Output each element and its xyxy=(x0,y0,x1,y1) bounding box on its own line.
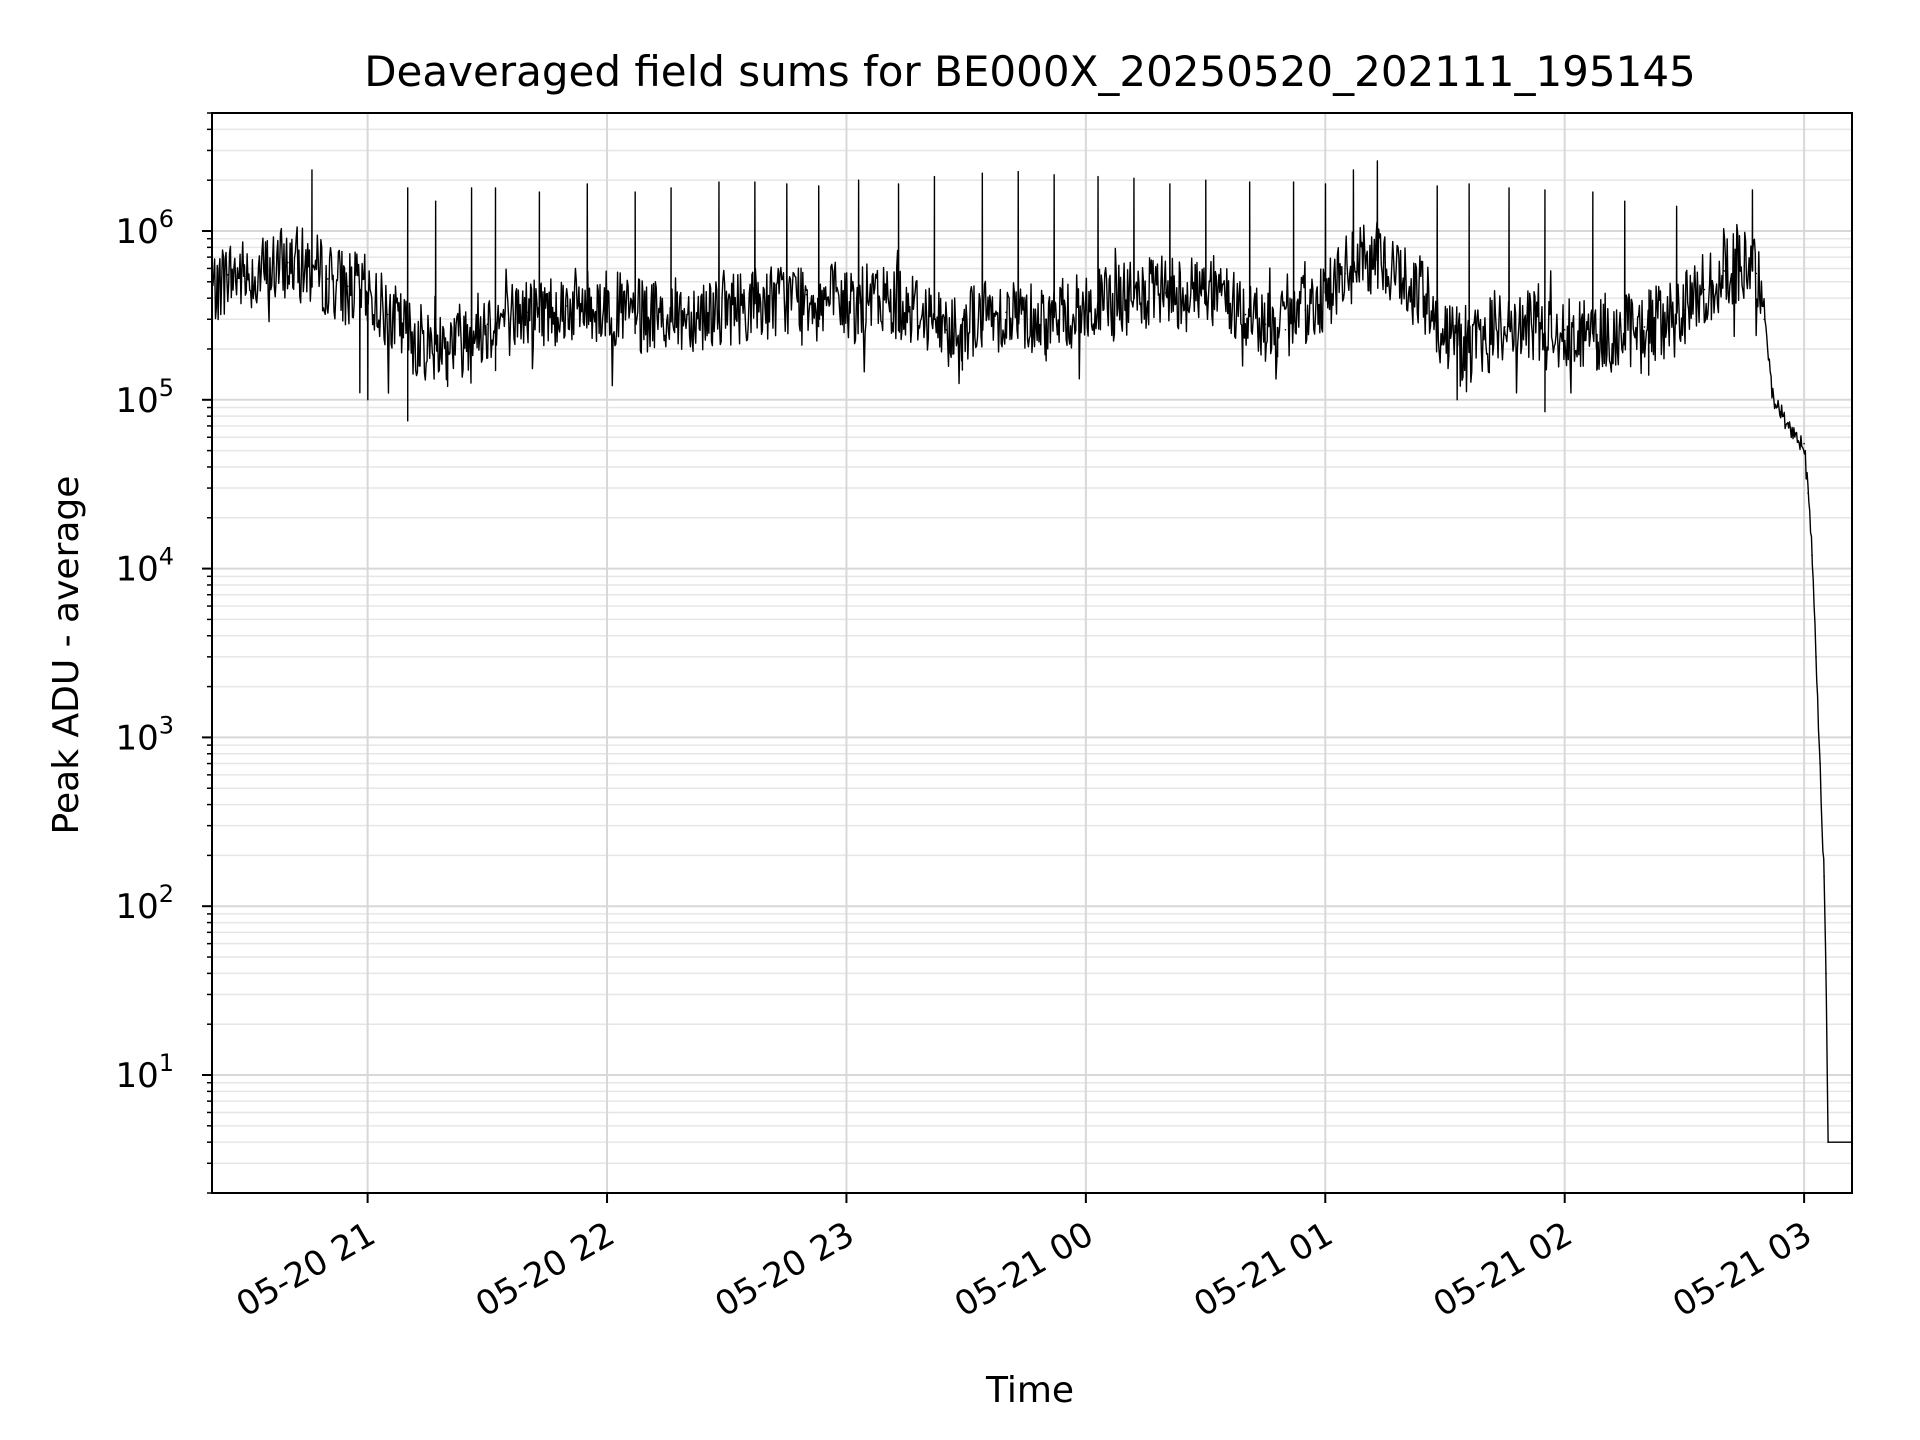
series-point xyxy=(1464,355,1466,358)
series-point xyxy=(925,311,928,314)
series-point xyxy=(1823,875,1825,878)
y-tick-label: 102 xyxy=(115,880,174,927)
series-point xyxy=(1543,331,1546,334)
series-point xyxy=(1444,328,1446,331)
series-point xyxy=(366,292,369,294)
series-point xyxy=(945,328,948,331)
series-point xyxy=(1779,410,1781,413)
series-point xyxy=(247,274,249,276)
series-point xyxy=(845,305,848,307)
series-point xyxy=(1807,492,1809,494)
series-point xyxy=(1803,442,1805,445)
series-point xyxy=(1284,328,1287,331)
series-point xyxy=(1815,656,1817,658)
series-point xyxy=(1771,392,1773,394)
y-tick-exponent: 5 xyxy=(159,374,174,402)
series-point xyxy=(526,311,529,314)
series-point xyxy=(1085,309,1087,311)
series-point xyxy=(1264,323,1267,326)
y-tick-base: 10 xyxy=(115,381,158,421)
series-point xyxy=(1204,288,1207,291)
series-layer xyxy=(211,160,1853,1143)
y-tick-label: 103 xyxy=(115,711,174,758)
series-point xyxy=(466,331,469,334)
series-point xyxy=(1244,313,1247,316)
y-tick-base: 10 xyxy=(115,550,158,590)
series-point xyxy=(1743,265,1746,267)
y-axis-label: Peak ADU - average xyxy=(46,476,87,835)
y-tick-base: 10 xyxy=(115,1056,158,1096)
y-tick-exponent: 4 xyxy=(159,543,174,571)
series-point xyxy=(1344,272,1347,275)
series-point xyxy=(1791,430,1793,433)
y-tick-exponent: 6 xyxy=(159,205,174,233)
y-tick-base: 10 xyxy=(115,718,158,758)
series-point xyxy=(1755,272,1758,275)
x-axis-label: Time xyxy=(985,1370,1074,1411)
series-point xyxy=(606,305,608,307)
series-point xyxy=(386,313,389,316)
y-tick-exponent: 3 xyxy=(159,711,174,739)
series-point xyxy=(566,305,568,307)
series-point xyxy=(765,301,768,303)
series-point xyxy=(1304,309,1307,311)
y-tick-label: 106 xyxy=(115,205,174,252)
series-point xyxy=(1045,318,1047,321)
y-tick-base: 10 xyxy=(115,212,158,252)
series-point xyxy=(1825,972,1827,975)
series-line xyxy=(211,160,1852,1143)
chart-title: Deaveraged field sums for BE000X_2025052… xyxy=(364,47,1696,96)
series-point xyxy=(1324,292,1327,294)
series-point xyxy=(1643,326,1646,328)
y-tick-exponent: 1 xyxy=(159,1049,174,1077)
y-tick-label: 104 xyxy=(115,543,174,590)
series-point xyxy=(885,297,888,299)
series-point xyxy=(486,323,489,326)
series-point xyxy=(227,274,229,276)
series-point xyxy=(1819,762,1821,765)
series-point xyxy=(267,270,269,272)
series-point xyxy=(287,261,289,264)
series-point xyxy=(1005,311,1007,314)
series-point xyxy=(686,313,688,316)
grid-minor-lines xyxy=(212,112,1852,1194)
y-tick-exponent: 2 xyxy=(159,880,174,908)
series-point xyxy=(446,341,449,343)
series-point xyxy=(965,320,967,323)
series-point xyxy=(1364,256,1366,258)
y-tick-base: 10 xyxy=(115,887,158,927)
series-point xyxy=(406,331,409,334)
series-point xyxy=(1603,334,1606,337)
series-point xyxy=(306,265,309,267)
series-point xyxy=(1683,309,1686,311)
series-point xyxy=(346,285,349,288)
series-point xyxy=(1811,554,1813,557)
series-point xyxy=(1703,288,1706,291)
series-point xyxy=(1504,326,1506,328)
series-point xyxy=(1523,323,1526,326)
y-tick-label: 105 xyxy=(115,374,174,421)
series-point xyxy=(1384,261,1386,264)
series-point xyxy=(1763,318,1766,321)
series-point xyxy=(805,293,808,296)
series-point xyxy=(1404,278,1406,280)
series-point xyxy=(1164,292,1167,294)
series-point xyxy=(1723,270,1726,272)
series-point xyxy=(1124,299,1127,301)
plot-frame xyxy=(211,112,1853,1194)
series-point xyxy=(1424,297,1426,299)
series-point xyxy=(426,344,429,347)
y-tick-label: 101 xyxy=(115,1049,174,1096)
series-point xyxy=(1563,328,1566,331)
series-point xyxy=(326,278,329,280)
series-point xyxy=(646,318,648,321)
series-point xyxy=(1224,297,1227,299)
series-point xyxy=(1484,334,1486,337)
series-point xyxy=(1827,1141,1829,1143)
series-point xyxy=(725,307,728,309)
